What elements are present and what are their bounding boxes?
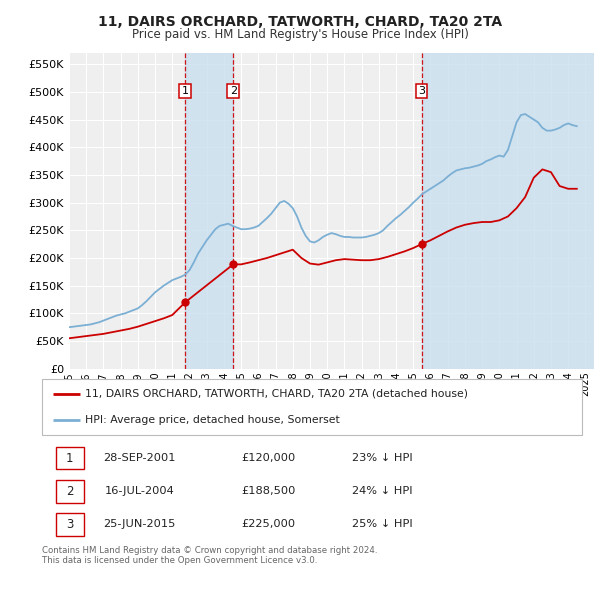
Text: 3: 3 bbox=[418, 86, 425, 96]
Text: Price paid vs. HM Land Registry's House Price Index (HPI): Price paid vs. HM Land Registry's House … bbox=[131, 28, 469, 41]
Text: HPI: Average price, detached house, Somerset: HPI: Average price, detached house, Some… bbox=[85, 415, 340, 425]
FancyBboxPatch shape bbox=[56, 480, 83, 503]
Bar bbox=[422, 53, 594, 369]
Text: £188,500: £188,500 bbox=[242, 486, 296, 496]
Text: 24% ↓ HPI: 24% ↓ HPI bbox=[352, 486, 413, 496]
FancyBboxPatch shape bbox=[56, 513, 83, 536]
Text: Contains HM Land Registry data © Crown copyright and database right 2024.
This d: Contains HM Land Registry data © Crown c… bbox=[42, 546, 377, 565]
FancyBboxPatch shape bbox=[56, 447, 83, 470]
Text: £225,000: £225,000 bbox=[242, 519, 296, 529]
FancyBboxPatch shape bbox=[42, 379, 582, 435]
Bar bbox=[185, 53, 233, 369]
Text: 1: 1 bbox=[182, 86, 188, 96]
Text: 2: 2 bbox=[230, 86, 237, 96]
Text: 16-JUL-2004: 16-JUL-2004 bbox=[104, 486, 174, 496]
Text: 28-SEP-2001: 28-SEP-2001 bbox=[103, 453, 175, 463]
Text: 25% ↓ HPI: 25% ↓ HPI bbox=[352, 519, 413, 529]
Text: 1: 1 bbox=[66, 451, 73, 465]
Text: 23% ↓ HPI: 23% ↓ HPI bbox=[352, 453, 413, 463]
Text: £120,000: £120,000 bbox=[242, 453, 296, 463]
Text: 3: 3 bbox=[66, 517, 73, 531]
Text: 11, DAIRS ORCHARD, TATWORTH, CHARD, TA20 2TA: 11, DAIRS ORCHARD, TATWORTH, CHARD, TA20… bbox=[98, 15, 502, 29]
Text: 25-JUN-2015: 25-JUN-2015 bbox=[103, 519, 175, 529]
Text: 2: 2 bbox=[66, 484, 73, 498]
Text: 11, DAIRS ORCHARD, TATWORTH, CHARD, TA20 2TA (detached house): 11, DAIRS ORCHARD, TATWORTH, CHARD, TA20… bbox=[85, 389, 468, 399]
